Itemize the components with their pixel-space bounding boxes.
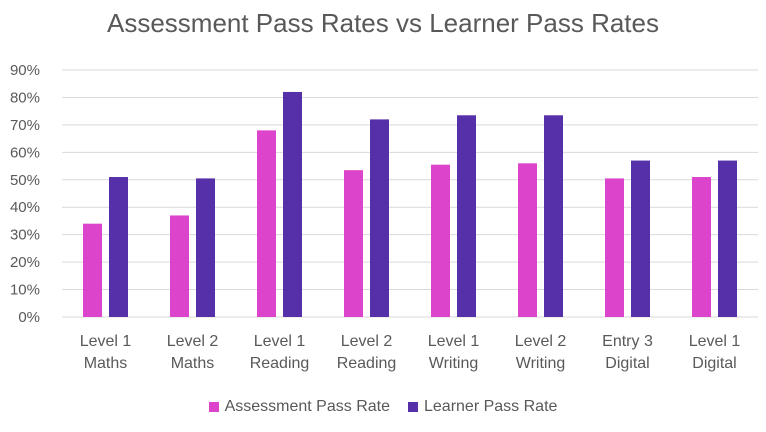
legend-item-assessment: Assessment Pass Rate — [208, 398, 390, 416]
y-axis-ticks: 0% 10% 20% 30% 40% 50% 60% 70% 80% 90% — [10, 62, 40, 326]
bars — [83, 91, 737, 318]
x-category-label: Maths — [171, 355, 215, 372]
x-category-label: Level 2 — [341, 333, 393, 350]
x-category-label: Writing — [516, 355, 566, 372]
legend-label-assessment: Assessment Pass Rate — [224, 398, 390, 415]
bar-learner — [718, 160, 737, 317]
legend-label-learner: Learner Pass Rate — [424, 398, 558, 415]
x-category-label: Level 1 — [80, 333, 132, 350]
gridlines — [62, 69, 758, 318]
y-tick-label: 80% — [10, 89, 40, 106]
x-category-label: Level 1 — [689, 333, 741, 350]
y-tick-label: 70% — [10, 117, 40, 134]
x-category-label: Entry 3 — [602, 333, 653, 350]
x-category-label: Digital — [692, 355, 736, 372]
x-category-label: Reading — [337, 355, 397, 372]
bar-assessment — [344, 170, 363, 317]
y-tick-label: 0% — [18, 309, 40, 326]
x-category-label: Writing — [429, 355, 479, 372]
x-category-label: Level 2 — [167, 333, 219, 350]
x-category-label: Level 1 — [254, 333, 306, 350]
legend-item-learner: Learner Pass Rate — [408, 398, 557, 416]
x-category-label: Level 2 — [515, 333, 567, 350]
bar-assessment — [83, 223, 102, 317]
x-category-label: Maths — [84, 355, 128, 372]
bar-assessment — [431, 164, 450, 317]
legend-swatch-learner — [408, 402, 418, 412]
bar-assessment — [170, 215, 189, 317]
bar-learner — [544, 115, 563, 318]
y-tick-label: 60% — [10, 144, 40, 161]
bar-learner — [283, 91, 302, 317]
x-category-label: Digital — [605, 355, 649, 372]
bar-learner — [457, 115, 476, 318]
x-category-label: Reading — [250, 355, 310, 372]
y-tick-label: 90% — [10, 62, 40, 79]
bar-assessment — [605, 178, 624, 317]
legend-swatch-assessment — [208, 402, 219, 412]
chart-title: Assessment Pass Rates vs Learner Pass Ra… — [106, 8, 659, 38]
legend: Assessment Pass Rate Learner Pass Rate — [0, 398, 766, 416]
y-tick-label: 40% — [10, 199, 40, 216]
bar-assessment — [692, 177, 711, 317]
bar-learner — [370, 119, 389, 318]
bar-learner — [631, 160, 650, 317]
bar-learner — [109, 177, 128, 317]
y-tick-label: 20% — [10, 254, 40, 271]
x-category-label: Level 1 — [428, 333, 480, 350]
bar-learner — [196, 178, 215, 317]
y-tick-label: 10% — [10, 282, 40, 299]
bar-assessment — [518, 163, 537, 317]
x-axis-labels: Level 1 Maths Level 2 Maths Level 1 Reading Le… — [80, 333, 741, 372]
y-tick-label: 50% — [10, 172, 40, 189]
y-tick-label: 30% — [10, 227, 40, 244]
bar-assessment — [257, 130, 276, 317]
